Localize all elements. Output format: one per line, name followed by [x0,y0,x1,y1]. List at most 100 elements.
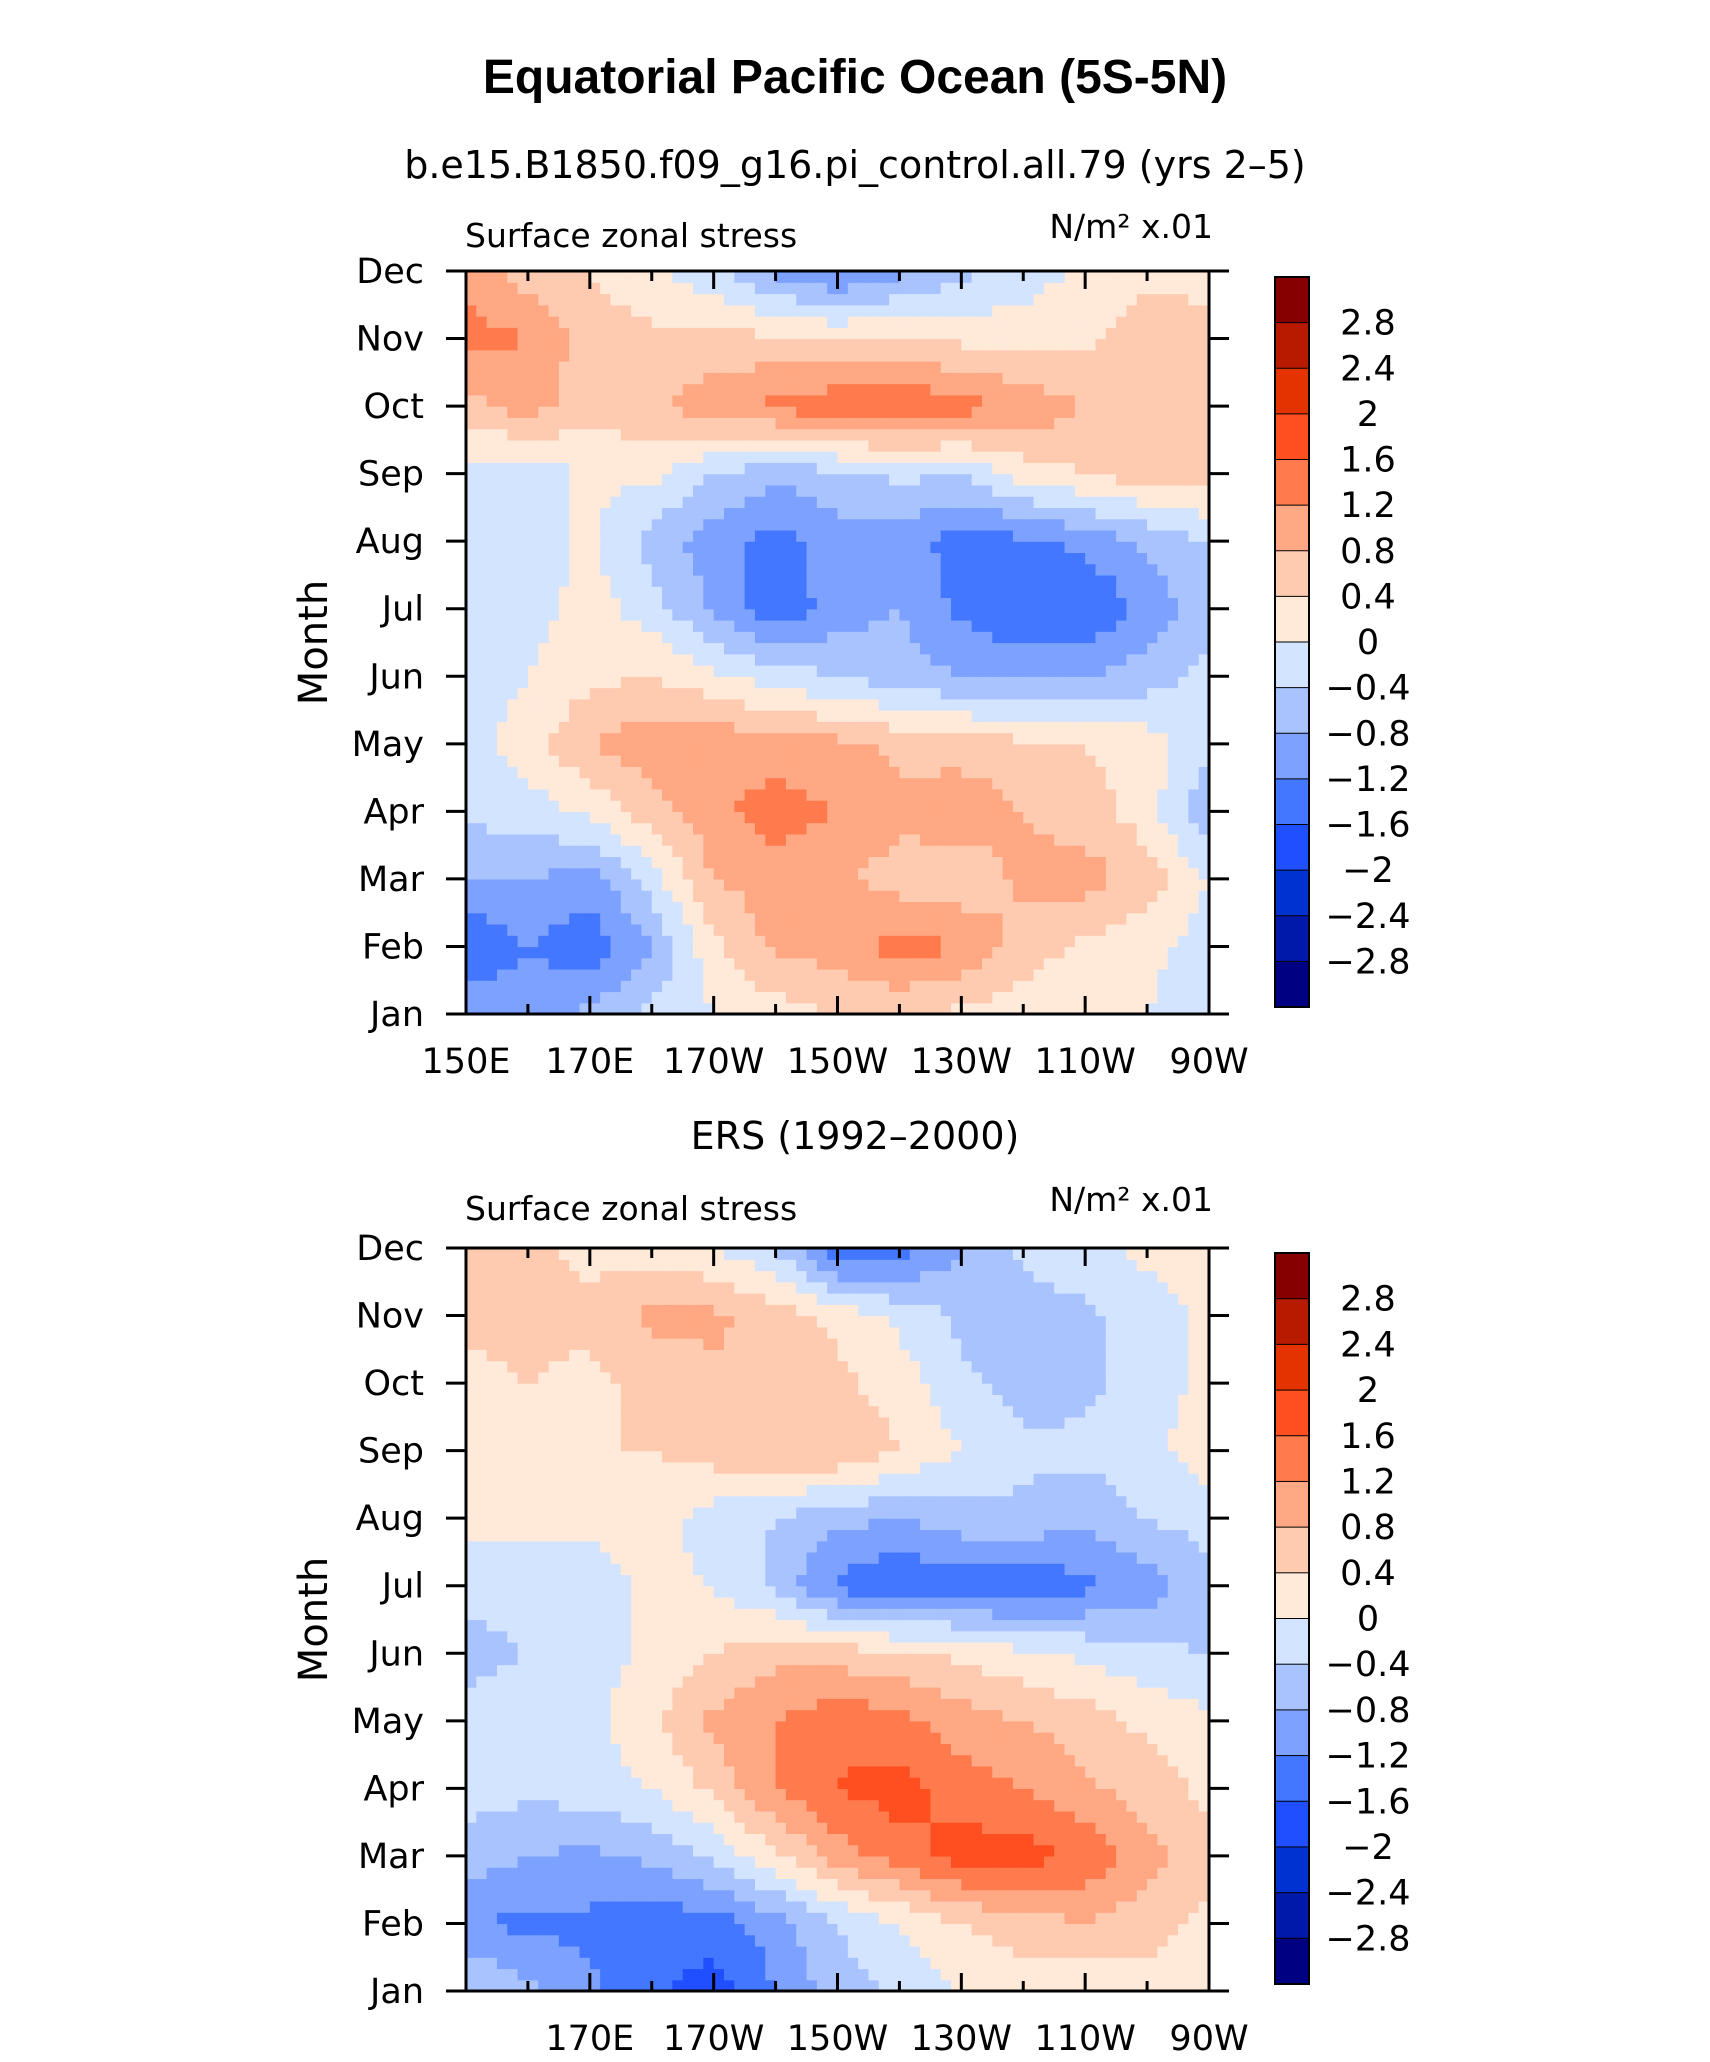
heatmap-cell [971,631,983,644]
heatmap-cell [1147,473,1158,486]
heatmap-cell [785,361,797,373]
heatmap-cell [930,957,942,970]
heatmap-cell [496,417,508,430]
heatmap-cell [641,631,653,644]
heatmap-cell [486,743,498,756]
heatmap-cell [1064,653,1076,666]
heatmap-cell [723,845,735,857]
heatmap-cell [961,597,973,610]
heatmap-cell [1054,563,1066,576]
heatmap-cell [816,653,828,666]
heatmap-cell [713,935,725,948]
heatmap-cell [1136,518,1148,531]
heatmap-cell [1116,957,1128,970]
heatmap-cell [1105,665,1117,677]
heatmap-cell [1116,721,1128,734]
heatmap-cell [1198,451,1210,463]
heatmap-cell [1064,766,1076,779]
heatmap-cell [744,529,756,542]
heatmap-cell [1012,856,1024,869]
heatmap-cell [909,698,921,711]
heatmap-cell [631,349,643,362]
heatmap-cell [744,541,756,554]
heatmap-cell [899,552,911,565]
heatmap-cell [1178,710,1189,722]
heatmap-cell [631,867,643,880]
heatmap-cell [1012,710,1024,722]
heatmap-cell [486,1923,498,1936]
heatmap-cell [507,484,519,497]
heatmap-cell [548,406,560,418]
heatmap-cell [713,867,725,880]
heatmap-cell [920,968,931,981]
heatmap-cell [940,428,952,441]
heatmap-cell [930,687,942,700]
heatmap-cell [1157,316,1169,328]
heatmap-cell [909,496,921,509]
heatmap-cell [1167,845,1179,857]
heatmap-cell [558,1957,570,1970]
heatmap-cell [1178,732,1189,745]
heatmap-cell [827,991,839,1004]
heatmap-cell [693,484,704,497]
heatmap-cell [1095,946,1107,959]
heatmap-cell [1198,710,1210,722]
heatmap-cell [548,1957,560,1970]
heatmap-cell [1085,721,1097,734]
heatmap-cell [486,890,498,903]
heatmap-cell [1147,698,1158,711]
heatmap-cell [476,574,488,587]
heatmap-cell [878,800,890,812]
heatmap-cell [631,1923,643,1936]
heatmap-cell [1188,507,1200,520]
heatmap-cell [754,597,766,610]
heatmap-cell [507,282,519,295]
heatmap-cell [538,338,550,351]
heatmap-cell [476,316,488,328]
heatmap-cell [971,451,983,463]
heatmap-cell [527,439,539,452]
y-tick-label: Aug [356,522,424,562]
heatmap-cell [548,316,560,328]
heatmap-cell [1023,890,1035,903]
heatmap-cell [858,710,870,722]
heatmap-cell [486,935,498,948]
heatmap-cell [1178,361,1189,373]
heatmap-cell [785,721,797,734]
heatmap-cell [754,316,766,328]
heatmap-cell [496,991,508,1004]
heatmap-cell [569,574,581,587]
heatmap-cell [579,788,591,801]
heatmap-cell [847,653,859,666]
heatmap-cell [961,968,973,981]
heatmap-cell [940,349,952,362]
heatmap-cell [1126,766,1138,779]
heatmap-cell [940,473,952,486]
heatmap-cell [631,676,643,689]
heatmap-cell [1157,980,1169,993]
heatmap-cell [889,304,901,317]
heatmap-cell [1178,417,1189,430]
heatmap-cell [589,833,601,846]
heatmap-cell [527,271,539,283]
heatmap-cell [693,811,704,824]
heatmap-cell [1136,833,1148,846]
heatmap-cell [744,507,756,520]
heatmap-cell [734,462,746,475]
heatmap-cell [899,833,911,846]
heatmap-cell [641,935,653,948]
heatmap-cell [1157,563,1169,576]
heatmap-cell [981,901,993,914]
colorbar-box [1274,367,1310,415]
heatmap-cell [538,439,550,452]
heatmap-cell [703,394,715,407]
heatmap-cell [1126,946,1138,959]
heatmap-cell [569,957,581,970]
heatmap-cell [1178,563,1189,576]
heatmap-cell [1054,271,1066,283]
heatmap-cell [1043,788,1055,801]
heatmap-cell [1198,338,1210,351]
heatmap-cell [827,282,839,295]
heatmap-cell [641,687,653,700]
heatmap-cell [1136,338,1148,351]
